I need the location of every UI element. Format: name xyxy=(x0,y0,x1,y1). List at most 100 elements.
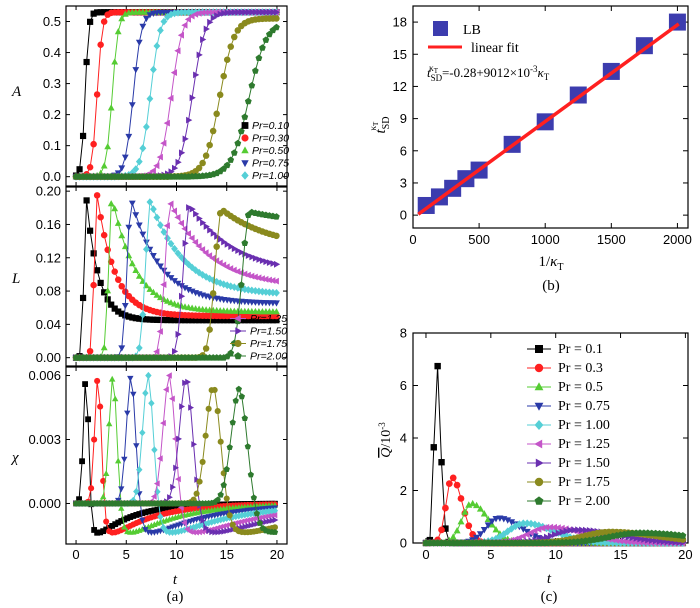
series-A-7-point xyxy=(200,36,207,43)
series-chi-4-point xyxy=(139,517,146,524)
x-tick-label: 2000 xyxy=(663,232,692,247)
series-A-4-point xyxy=(121,154,129,161)
series-chi-7-point xyxy=(266,518,273,525)
series-chi-9-point xyxy=(217,491,224,498)
series-chi-1-point xyxy=(154,506,161,513)
series-chi-6-point xyxy=(181,519,187,526)
x-tick-label: 10 xyxy=(169,547,183,562)
series-L-6-point xyxy=(258,275,265,282)
fit-equation: tSDκT =-0.28+9012×10-3κT xyxy=(427,63,550,83)
series-chi-1-point xyxy=(85,416,91,423)
series-A-6-point xyxy=(177,31,184,39)
series-L-8-point xyxy=(209,290,217,297)
series-L-7-point xyxy=(235,247,242,254)
y-tick-label: 9 xyxy=(400,111,407,126)
series-chi-1-point xyxy=(127,514,134,520)
series-chi-1-point xyxy=(175,504,182,510)
series-L-9-point xyxy=(237,281,245,288)
series-A-8-point xyxy=(273,15,280,22)
series-chi-9-point xyxy=(220,481,227,488)
series-chi-7-point xyxy=(206,527,213,534)
series-chi-7-point xyxy=(188,404,194,411)
series-chi-7-point xyxy=(272,516,279,524)
legend-label-3: Pr = 0.5 xyxy=(558,380,603,395)
series-chi-1-point xyxy=(115,519,122,526)
series-L-6-point xyxy=(198,246,206,253)
series-L-4-point xyxy=(174,280,182,287)
series-L-7-point xyxy=(175,330,182,338)
series-L-4-point xyxy=(118,345,126,352)
series-A-5-point xyxy=(185,8,192,17)
series-A-6-point xyxy=(170,69,177,76)
series-chi-9-point xyxy=(253,510,260,517)
series-chi-9-point xyxy=(238,393,245,400)
y-tick-label: 0.2 xyxy=(43,107,61,122)
series-L-1-point xyxy=(87,227,94,234)
series-L-4-point xyxy=(157,263,164,270)
legend-label-8: Pr=1.75 xyxy=(250,338,287,350)
panel-c: 0 5 10 15 20 0 2 4 6 8 Pr = 0.1 Pr = 0.3 Pr = 0.5 Pr… xyxy=(377,326,693,606)
legend-label-2: Pr = 0.3 xyxy=(558,361,603,376)
series-L-1-point xyxy=(241,317,248,324)
series-A-7-point xyxy=(245,8,252,16)
legend-marker-3 xyxy=(534,382,544,391)
series-Q-4-point xyxy=(523,528,531,536)
series-L-1-point xyxy=(111,305,118,312)
series-chi-6-point xyxy=(238,518,245,525)
series-Q-2-point xyxy=(438,526,445,534)
series-Q-4-point xyxy=(519,526,527,533)
series-A-9-point xyxy=(259,44,266,51)
series-L-1-point xyxy=(192,317,199,324)
series-chi-7-point xyxy=(209,528,216,536)
series-L-3-point xyxy=(132,266,140,273)
series-A-9-point xyxy=(262,36,270,43)
series-chi-7-point xyxy=(269,517,276,524)
series-chi-6-point xyxy=(196,528,202,536)
series-A-7-point xyxy=(249,8,256,16)
series-Q-2-point xyxy=(465,522,473,530)
series-L-9-point xyxy=(241,239,249,246)
series-A-7-point xyxy=(242,8,249,16)
series-A-8-point xyxy=(199,159,206,167)
series-chi-6-point xyxy=(169,395,175,402)
legend-lb-marker xyxy=(433,21,448,36)
series-A-8-point xyxy=(213,110,220,118)
series-chi-1-point xyxy=(109,523,116,529)
series-Q-3-point xyxy=(480,510,488,517)
series-A-5-point xyxy=(146,94,154,103)
series-chi-7-point xyxy=(263,518,270,525)
series-L-6-point xyxy=(251,273,258,281)
series-L-7-point xyxy=(231,245,238,253)
series-A-9-point xyxy=(244,97,252,105)
panel-b-xlabel: 1/κT xyxy=(539,254,564,273)
series-A-7-point xyxy=(186,116,193,124)
series-A-7-point xyxy=(228,9,235,16)
series-A-6-point xyxy=(181,21,188,29)
series-A-8-point xyxy=(202,152,210,159)
series-L-1-point xyxy=(259,317,266,324)
series-L-1-point xyxy=(153,316,161,323)
series-L-4-point xyxy=(125,224,133,231)
legend-label-6: Pr = 1.25 xyxy=(558,437,610,452)
series-L-2-point xyxy=(122,288,129,295)
series-L-6-point xyxy=(184,230,191,237)
series-chi-1-point xyxy=(166,505,173,511)
series-L-3-point xyxy=(164,297,171,304)
series-chi-1-point xyxy=(76,496,82,503)
series-A-3-point xyxy=(114,28,122,35)
series-Q-2-point xyxy=(442,504,449,512)
series-chi-9-point xyxy=(247,471,254,478)
series-chi-9-point xyxy=(256,519,263,526)
series-L-5-point xyxy=(178,253,185,262)
series-chi-5-point xyxy=(148,399,155,407)
linear-fit-line xyxy=(417,22,680,216)
series-L-1-point xyxy=(132,315,139,322)
legend-marker-7 xyxy=(235,327,243,335)
panel-c-ylabel: Q/10-3 xyxy=(377,422,394,458)
series-A-9-point xyxy=(252,67,259,74)
series-L-5-point xyxy=(153,213,161,222)
series-chi-1-point xyxy=(163,505,170,512)
series-chi-6-point xyxy=(241,517,248,525)
series-L-7-point xyxy=(189,205,196,213)
legend-lb-label: LB xyxy=(463,23,481,38)
